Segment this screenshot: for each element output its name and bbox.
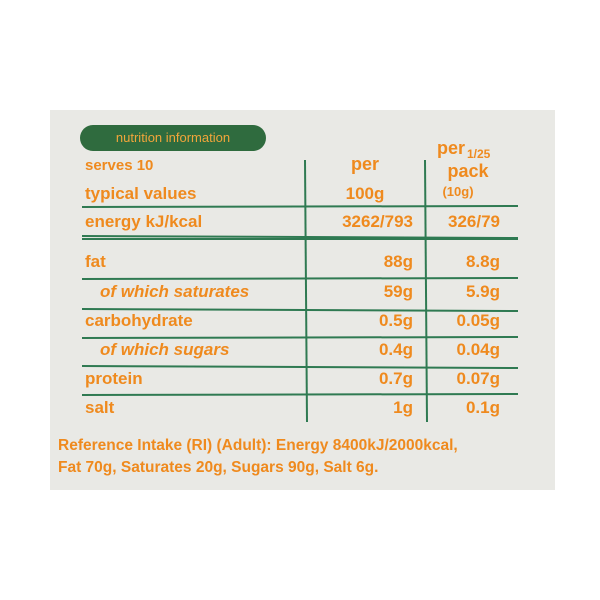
col2-size: (10g) [442, 184, 473, 199]
column-line [424, 159, 428, 423]
row-line [81, 365, 519, 369]
col2-header: pack [447, 161, 489, 181]
cell: 326/79 [448, 212, 500, 231]
label-header: typical values [85, 184, 197, 203]
row-label: protein [85, 369, 143, 388]
cell: 0.04g [457, 340, 500, 359]
col2-header: per [437, 138, 465, 158]
row-label: of which saturates [100, 282, 249, 301]
row-label: of which sugars [100, 340, 229, 359]
cell: 3262/793 [342, 212, 413, 231]
cell: 0.07g [457, 369, 500, 388]
col1-header: 100g [346, 184, 385, 203]
cell: 0.05g [457, 311, 500, 330]
footer-line: Reference Intake (RI) (Adult): Energy 84… [58, 437, 458, 454]
badge-text: nutrition information [116, 130, 230, 145]
cell: 0.7g [379, 369, 413, 388]
cell: 1g [393, 398, 413, 417]
row-label: salt [85, 398, 115, 417]
cell: 5.9g [466, 282, 500, 301]
row-line [81, 393, 519, 396]
label-background [50, 110, 555, 490]
column-line [304, 159, 308, 423]
col2-fraction: 1/25 [467, 147, 491, 161]
cell: 0.1g [466, 398, 500, 417]
row-label: carbohydrate [85, 311, 193, 330]
cell: 0.5g [379, 311, 413, 330]
cell: 88g [384, 252, 413, 271]
row-line [81, 205, 519, 208]
row-line [81, 308, 519, 312]
cell: 8.8g [466, 252, 500, 271]
serves: serves 10 [85, 157, 153, 174]
col1-header: per [351, 154, 379, 174]
row-label: energy kJ/kcal [85, 212, 202, 231]
footer-line: Fat 70g, Saturates 20g, Sugars 90g, Salt… [58, 459, 378, 476]
badge [80, 125, 266, 151]
row-line [81, 235, 519, 239]
cell: 59g [384, 282, 413, 301]
row-label: fat [85, 252, 106, 271]
row-line [81, 277, 519, 280]
row-line [81, 336, 519, 339]
cell: 0.4g [379, 340, 413, 359]
